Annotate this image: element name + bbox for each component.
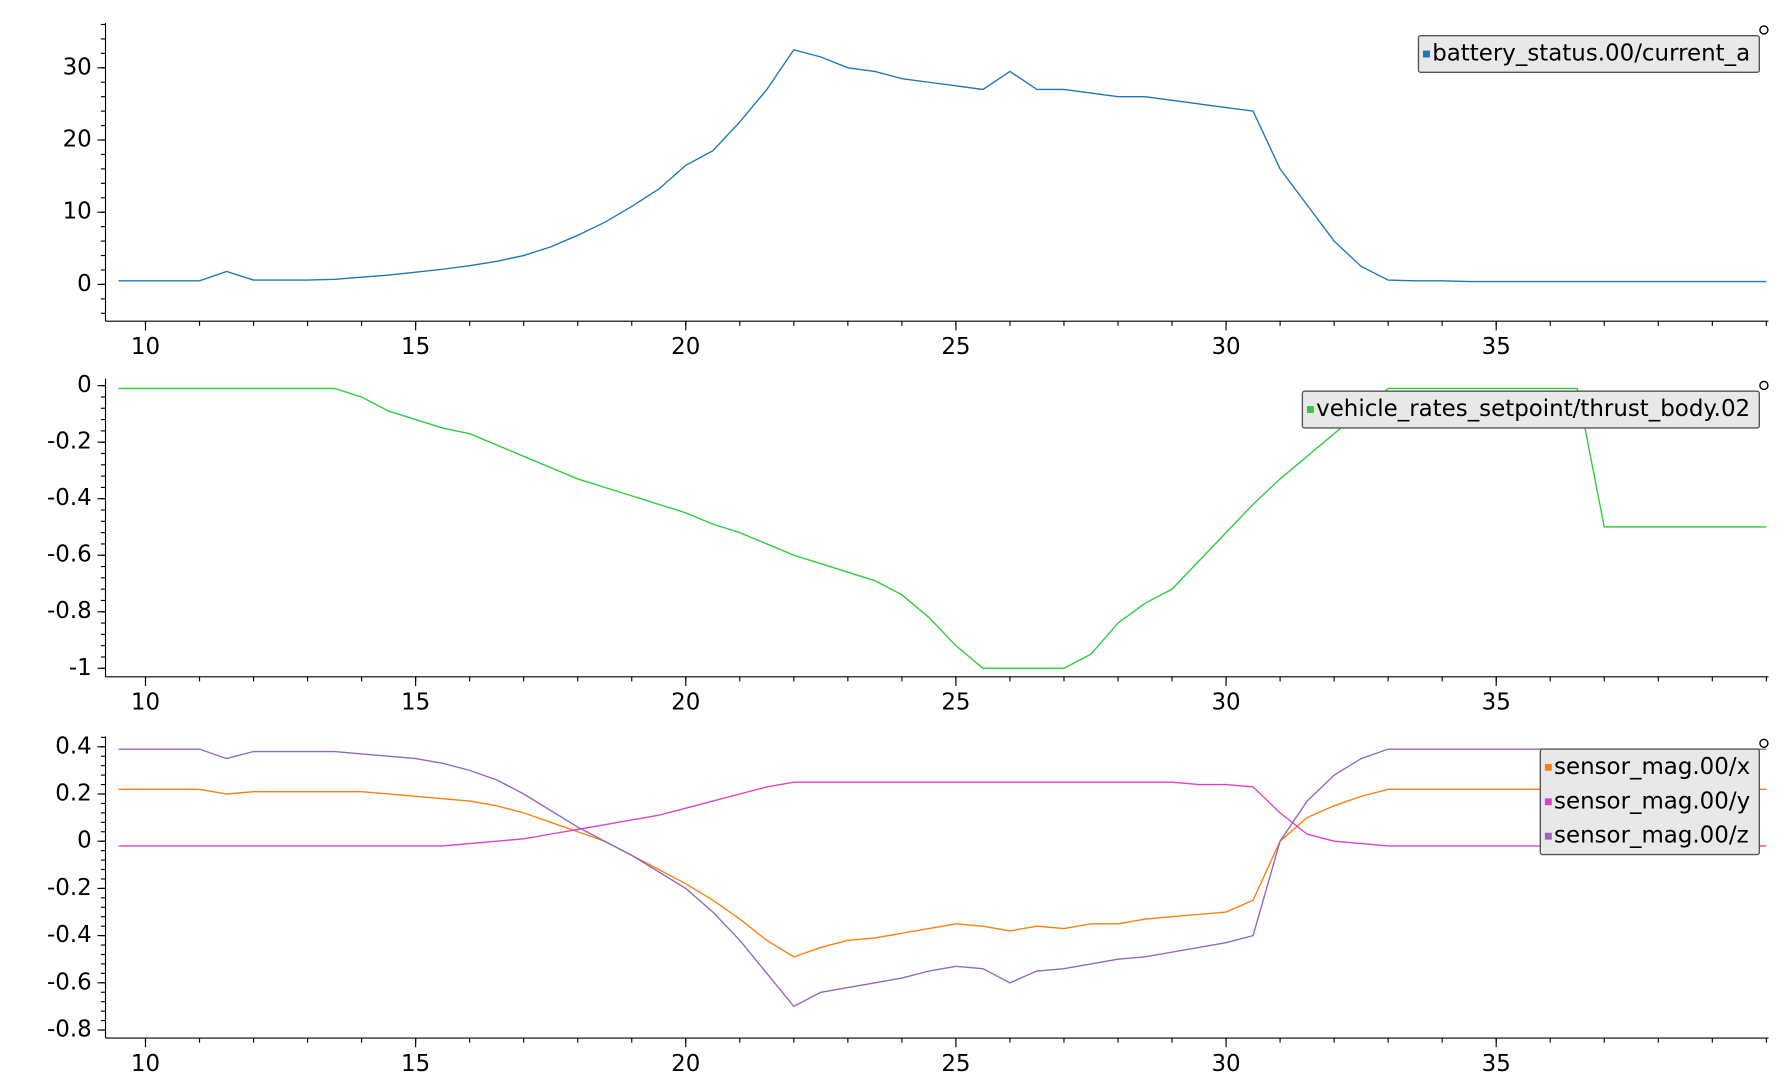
series-line [118,387,1767,669]
series-line [118,781,1767,847]
y-tick-label: 30 [63,54,92,80]
legend-box [1539,748,1761,856]
y-tick-label: -0.6 [47,542,92,568]
x-tick-label: 15 [401,690,430,716]
y-tick-label: 0 [77,828,92,854]
corner-marker [1759,25,1769,35]
y-tick-label: -0.8 [47,598,92,624]
corner-marker [1759,738,1769,748]
x-tick-label: 15 [401,1051,430,1076]
legend-box [1301,390,1761,429]
y-tick-label: -0.4 [47,922,92,948]
panel: 10 15 20 25 30 35 0 -0.2 -0.4 -0.6 -0.8 -1 vehicle_r… [47,372,1769,716]
x-tick-label: 25 [941,690,970,716]
series-line [118,48,1767,283]
legend-label: sensor_mag.00/y [1554,788,1750,814]
x-tick-label: 30 [1211,334,1240,360]
series-line [118,788,1767,958]
x-tick-label: 10 [131,334,160,360]
legend-swatch [1544,798,1552,806]
legend-label: sensor_mag.00/x [1554,754,1750,780]
x-tick-label: 20 [671,334,700,360]
legend-swatch [1544,832,1552,840]
legend-box [1417,34,1761,74]
x-tick-label: 20 [671,690,700,716]
legend: vehicle_rates_setpoint/thrust_body.02 [1301,390,1761,429]
x-tick-label: 15 [401,334,430,360]
y-tick-label: -0.6 [47,969,92,995]
legend: sensor_mag.00/x sensor_mag.00/y sensor_mag… [1539,748,1761,856]
x-tick-label: 20 [671,1051,700,1076]
x-tick-label: 35 [1482,690,1511,716]
y-tick-label: 10 [63,199,92,225]
y-tick-label: 0 [77,372,92,398]
x-tick-label: 35 [1482,1051,1511,1076]
legend-label: vehicle_rates_setpoint/thrust_body.02 [1316,396,1750,422]
x-tick-label: 30 [1211,690,1240,716]
y-tick-label: -0.2 [47,875,92,901]
y-tick-label: 0.2 [55,781,91,807]
series-line [118,748,1767,1008]
x-tick-label: 25 [941,1051,970,1076]
legend-swatch [1423,50,1430,58]
corner-marker [1759,380,1769,391]
x-tick-label: 10 [131,690,160,716]
legend-label: sensor_mag.00/z [1554,823,1749,849]
y-tick-label: -0.8 [47,1017,92,1043]
legend-swatch [1306,406,1314,413]
y-tick-label: 0.4 [55,733,91,759]
x-tick-label: 25 [941,334,970,360]
x-tick-label: 35 [1482,334,1511,360]
x-tick-label: 30 [1211,1051,1240,1076]
panel: 10 15 20 25 30 35 0.4 0.2 0 -0.2 -0.4 -0.6 -0.8 senso… [47,733,1769,1077]
y-tick-label: -0.2 [47,429,92,455]
legend-label: battery_status.00/current_a [1432,41,1750,67]
panel: 10 15 20 25 30 35 0 10 20 30 battery_status.00/cur… [63,23,1769,360]
y-tick-label: -1 [69,655,92,681]
y-tick-label: -0.4 [47,485,92,511]
legend-swatch [1544,763,1552,771]
y-tick-label: 0 [77,271,92,297]
y-tick-label: 20 [63,127,92,153]
legend: battery_status.00/current_a [1417,34,1761,74]
x-tick-label: 10 [131,1051,160,1076]
